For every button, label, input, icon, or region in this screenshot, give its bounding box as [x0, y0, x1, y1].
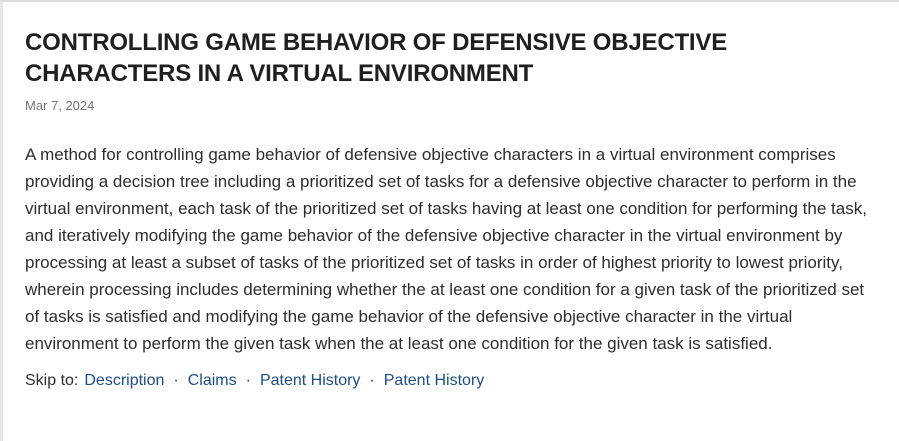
skip-nav-label: Skip to: — [25, 372, 79, 389]
skip-link-patent-history-2[interactable]: Patent History — [383, 372, 485, 389]
publication-date: Mar 7, 2024 — [25, 98, 95, 113]
skip-link-claims[interactable]: Claims — [187, 372, 237, 389]
page-title: CONTROLLING GAME BEHAVIOR OF DEFENSIVE O… — [25, 29, 728, 87]
skip-nav-separator: · — [173, 372, 179, 389]
skip-nav: Skip to: Description · Claims · Patent Histor… — [25, 371, 879, 391]
skip-link-description[interactable]: Description — [84, 372, 165, 389]
skip-nav-separator: · — [369, 372, 375, 389]
patent-abstract: A method for controlling game behavior o… — [25, 145, 867, 353]
skip-nav-separator: · — [245, 372, 251, 389]
skip-link-patent-history[interactable]: Patent History — [259, 372, 361, 389]
